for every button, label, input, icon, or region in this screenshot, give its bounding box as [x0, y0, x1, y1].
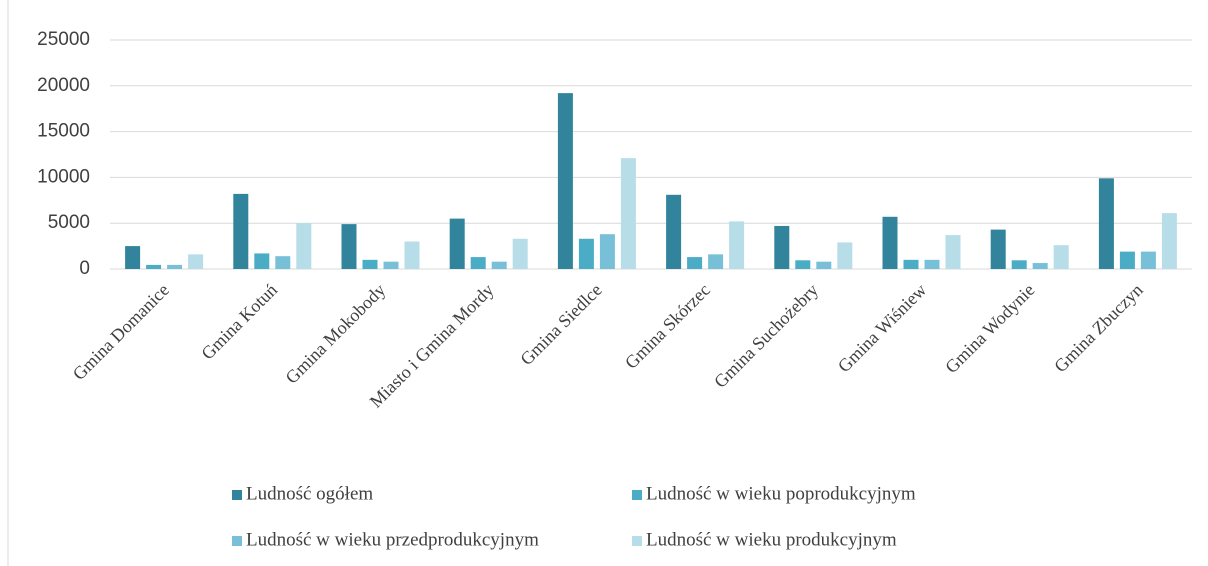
- x-tick-label: Gmina Domanice: [69, 280, 173, 384]
- bar: [557, 93, 573, 270]
- bar: [882, 216, 898, 269]
- bar: [512, 238, 528, 269]
- bar: [1032, 263, 1048, 269]
- bar: [491, 261, 507, 269]
- x-tick-label: Gmina Wodynie: [941, 280, 1038, 377]
- bar: [296, 223, 312, 269]
- bar: [1098, 178, 1114, 269]
- x-tick-label: Gmina Skórzec: [621, 280, 714, 373]
- bar: [146, 264, 162, 269]
- bar: [578, 238, 594, 269]
- bar: [1011, 260, 1027, 269]
- legend-label: Ludność w wieku poprodukcyjnym: [646, 483, 916, 504]
- bar: [362, 259, 378, 269]
- x-tick-label: Gmina Wiśniew: [834, 280, 930, 376]
- bar: [383, 261, 399, 269]
- bar: [341, 224, 357, 269]
- bar: [599, 234, 615, 269]
- bar: [1053, 245, 1069, 269]
- legend-label: Ludność w wieku produkcyjnym: [646, 529, 897, 550]
- bar: [449, 218, 465, 269]
- bar: [666, 194, 682, 269]
- bar: [1161, 213, 1177, 269]
- legend-swatch: [632, 490, 642, 500]
- x-tick-label: Gmina Zbuczyn: [1050, 280, 1146, 376]
- bar: [1140, 251, 1156, 269]
- bar: [275, 256, 291, 269]
- bar: [254, 253, 270, 269]
- legend-swatch: [232, 536, 242, 546]
- bar: [774, 225, 790, 269]
- legend-label: Ludność w wieku przedprodukcyjnym: [246, 529, 539, 550]
- y-tick-label: 15000: [37, 121, 90, 142]
- bar: [233, 193, 249, 269]
- bar: [990, 229, 1006, 269]
- bar: [795, 260, 811, 269]
- bar: [125, 246, 141, 269]
- bar: [903, 259, 919, 269]
- bar: [837, 242, 853, 269]
- x-tick-label: Gmina Suchożebry: [710, 280, 822, 392]
- bar: [816, 261, 832, 269]
- bar: [1119, 251, 1135, 269]
- y-tick-label: 10000: [37, 166, 90, 187]
- bar: [687, 257, 703, 269]
- bar: [708, 254, 724, 269]
- x-tick-label: Gmina Siedlce: [516, 280, 605, 369]
- y-tick-label: 5000: [48, 212, 90, 233]
- bar: [167, 264, 183, 269]
- bar: [945, 235, 961, 269]
- bar: [404, 241, 420, 269]
- legend-swatch: [232, 490, 242, 500]
- bar: [620, 158, 636, 269]
- y-tick-label: 20000: [37, 75, 90, 96]
- x-tick-label: Gmina Mokobody: [281, 280, 389, 388]
- x-tick-label: Miasto i Gmina Mordy: [366, 280, 498, 412]
- bar: [188, 254, 204, 269]
- legend-swatch: [632, 536, 642, 546]
- legend-label: Ludność ogółem: [246, 483, 373, 504]
- bar: [470, 257, 486, 269]
- x-tick-label: Gmina Kotuń: [197, 280, 281, 364]
- y-tick-label: 25000: [37, 29, 90, 50]
- bar: [729, 221, 745, 269]
- bar: [924, 259, 940, 269]
- y-tick-label: 0: [79, 258, 90, 279]
